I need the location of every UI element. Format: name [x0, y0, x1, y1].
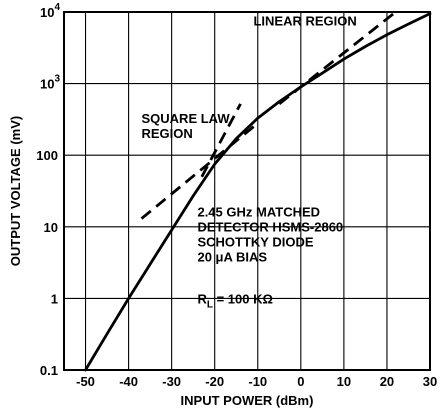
- asymptote-dashed-line: [200, 103, 242, 178]
- x-tick-label: -20: [205, 374, 224, 389]
- x-axis-title: INPUT POWER (dBm): [181, 393, 314, 408]
- x-tick-label: -10: [248, 374, 267, 389]
- x-tick-label: 20: [380, 374, 394, 389]
- annotation-text: LINEAR REGION: [253, 13, 356, 28]
- x-tick-label: 10: [337, 374, 351, 389]
- annotation-load-text: RL = 100 KΩ: [197, 291, 272, 310]
- x-tick-label: 0: [297, 374, 304, 389]
- y-tick-label: 100: [36, 148, 58, 163]
- x-tick-label: -50: [76, 374, 95, 389]
- asymptote-dashed-line: [278, 10, 397, 105]
- x-tick-label: 30: [423, 374, 437, 389]
- y-tick-label: 104: [40, 2, 60, 20]
- annotation-text: SQUARE LAW REGION: [142, 111, 231, 141]
- y-axis-title: OUTPUT VOLTAGE (mV): [8, 116, 23, 266]
- y-tick-label: 103: [40, 74, 60, 92]
- annotation-text: 2.45 GHz MATCHED DETECTOR HSMS-2860 SCHOTT…: [197, 204, 343, 264]
- x-tick-label: -40: [119, 374, 138, 389]
- asymptote-dashed-line: [140, 122, 259, 220]
- y-tick-label: 10: [44, 220, 58, 235]
- plot-frame: [63, 11, 431, 371]
- x-tick-label: -30: [162, 374, 181, 389]
- response-curve: [84, 12, 432, 372]
- y-tick-label: 1: [51, 291, 58, 306]
- y-tick-label: 0.1: [40, 363, 58, 378]
